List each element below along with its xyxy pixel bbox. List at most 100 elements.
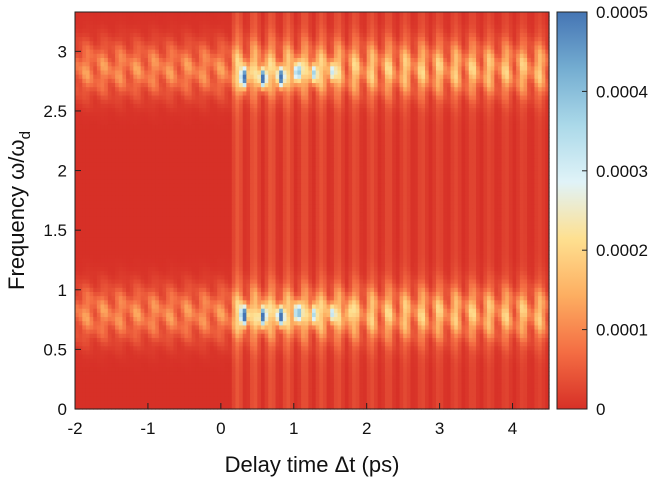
heat-cell	[239, 103, 244, 109]
heat-cell	[450, 91, 455, 97]
heat-cell	[446, 24, 452, 30]
heat-cell	[417, 37, 422, 42]
heat-cell	[268, 120, 273, 126]
heat-cell	[454, 53, 459, 59]
heat-cell	[147, 62, 153, 67]
heat-cell	[352, 49, 357, 55]
heat-cell	[527, 78, 532, 84]
heat-cell	[472, 53, 477, 59]
heat-cell	[75, 57, 80, 63]
heat-cell	[410, 99, 415, 105]
heat-cell	[508, 166, 514, 172]
heat-cell	[290, 129, 295, 134]
heat-cell	[195, 83, 200, 88]
heat-cell	[308, 12, 313, 17]
heat-cell	[465, 95, 470, 101]
heat-cell	[111, 103, 116, 109]
heat-cell	[198, 158, 204, 164]
heat-cell	[250, 145, 255, 151]
heat-cell	[538, 166, 543, 172]
heat-cell	[239, 158, 244, 164]
heat-cell	[250, 74, 255, 80]
heat-cell	[395, 133, 401, 138]
heat-cell	[155, 70, 160, 76]
heat-cell	[439, 74, 444, 80]
heat-cell	[162, 32, 167, 38]
heat-cell	[257, 137, 262, 143]
heat-cell	[224, 112, 229, 118]
heat-cell	[341, 99, 346, 105]
heat-cell	[107, 37, 113, 42]
heat-cell	[377, 112, 382, 118]
heat-cell	[122, 24, 127, 30]
heat-cell	[479, 154, 484, 159]
heat-cell	[428, 49, 433, 55]
heat-cell	[301, 16, 306, 21]
heat-cell	[89, 103, 94, 109]
heat-cell	[250, 137, 255, 143]
heat-cell	[279, 112, 284, 118]
heat-cell	[363, 95, 368, 101]
heat-cell	[231, 158, 237, 164]
heat-cell	[377, 145, 382, 151]
heat-cell	[209, 137, 215, 143]
heat-cell	[363, 137, 368, 143]
heat-cell	[461, 129, 466, 134]
heat-cell	[352, 158, 357, 164]
heat-cell	[501, 154, 506, 159]
heat-cell	[133, 45, 138, 51]
heat-cell	[282, 137, 288, 143]
heat-cell	[319, 91, 324, 97]
heat-cell	[476, 16, 481, 21]
heat-cell	[202, 99, 207, 105]
heat-cell	[286, 78, 291, 84]
heat-cell	[235, 53, 240, 59]
heat-cell	[501, 108, 506, 113]
heat-cell	[279, 120, 284, 126]
heat-cell	[191, 49, 196, 55]
heat-cell	[476, 87, 481, 92]
heat-cell	[304, 154, 309, 159]
heat-cell	[490, 70, 495, 76]
heat-cell	[268, 57, 273, 63]
heat-cell	[326, 162, 331, 168]
heat-cell	[483, 37, 488, 42]
heat-cell	[297, 141, 302, 147]
heat-cell	[421, 149, 426, 155]
heat-cell	[177, 12, 182, 17]
heat-cell	[235, 103, 240, 109]
heat-cell	[209, 20, 215, 26]
heat-cell	[209, 78, 215, 84]
heat-cell	[239, 112, 244, 118]
heat-cell	[275, 20, 280, 26]
heat-cell	[403, 24, 408, 30]
heat-cell	[93, 133, 98, 138]
heat-cell	[78, 166, 83, 172]
heat-cell	[308, 112, 313, 118]
heat-cell	[519, 16, 525, 21]
heat-cell	[180, 108, 185, 113]
heat-cell	[355, 32, 360, 38]
heat-cell	[494, 112, 499, 118]
heat-cell	[155, 32, 160, 38]
heat-cell	[253, 91, 258, 97]
heat-cell	[242, 103, 247, 109]
heat-cell	[348, 24, 353, 30]
heat-cell	[209, 108, 215, 113]
heat-cell	[527, 120, 532, 126]
heat-cell	[140, 133, 145, 138]
heat-cell	[333, 66, 339, 72]
heat-cell	[315, 28, 320, 34]
heat-cell	[373, 120, 379, 126]
heat-cell	[144, 166, 149, 172]
heat-cell	[279, 116, 284, 122]
heat-cell	[417, 145, 422, 151]
heat-cell	[501, 120, 506, 126]
heat-cell	[414, 57, 419, 63]
heat-cell	[490, 32, 495, 38]
heat-cell	[370, 20, 375, 26]
heat-cell	[450, 103, 455, 109]
heat-cell	[136, 166, 142, 172]
heat-cell	[487, 49, 492, 55]
heat-cell	[100, 154, 105, 159]
